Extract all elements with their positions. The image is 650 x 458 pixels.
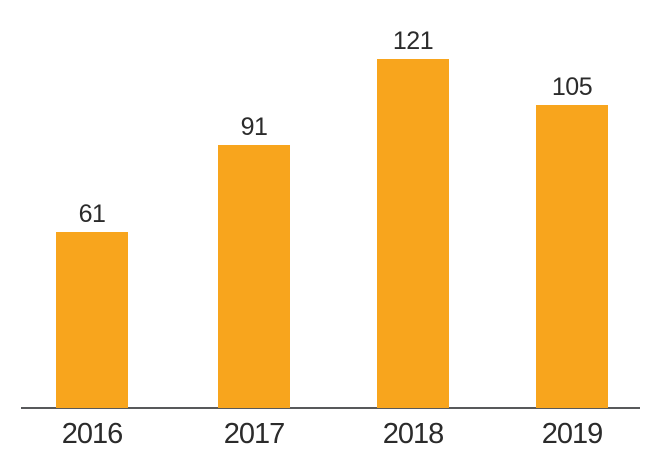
value-label-2019: 105 xyxy=(551,73,593,101)
x-axis-line xyxy=(21,407,640,409)
category-label-2017: 2017 xyxy=(223,418,286,450)
category-label-2018: 2018 xyxy=(382,418,445,450)
value-label-2018: 121 xyxy=(392,27,434,55)
value-label-2017: 91 xyxy=(240,113,268,141)
category-label-2019: 2019 xyxy=(541,418,604,450)
bar-2017 xyxy=(218,145,290,408)
bar-2018 xyxy=(377,59,449,408)
category-label-2016: 2016 xyxy=(61,418,124,450)
value-label-2016: 61 xyxy=(78,200,106,228)
bar-2019 xyxy=(536,105,608,408)
bar-2016 xyxy=(56,232,128,408)
